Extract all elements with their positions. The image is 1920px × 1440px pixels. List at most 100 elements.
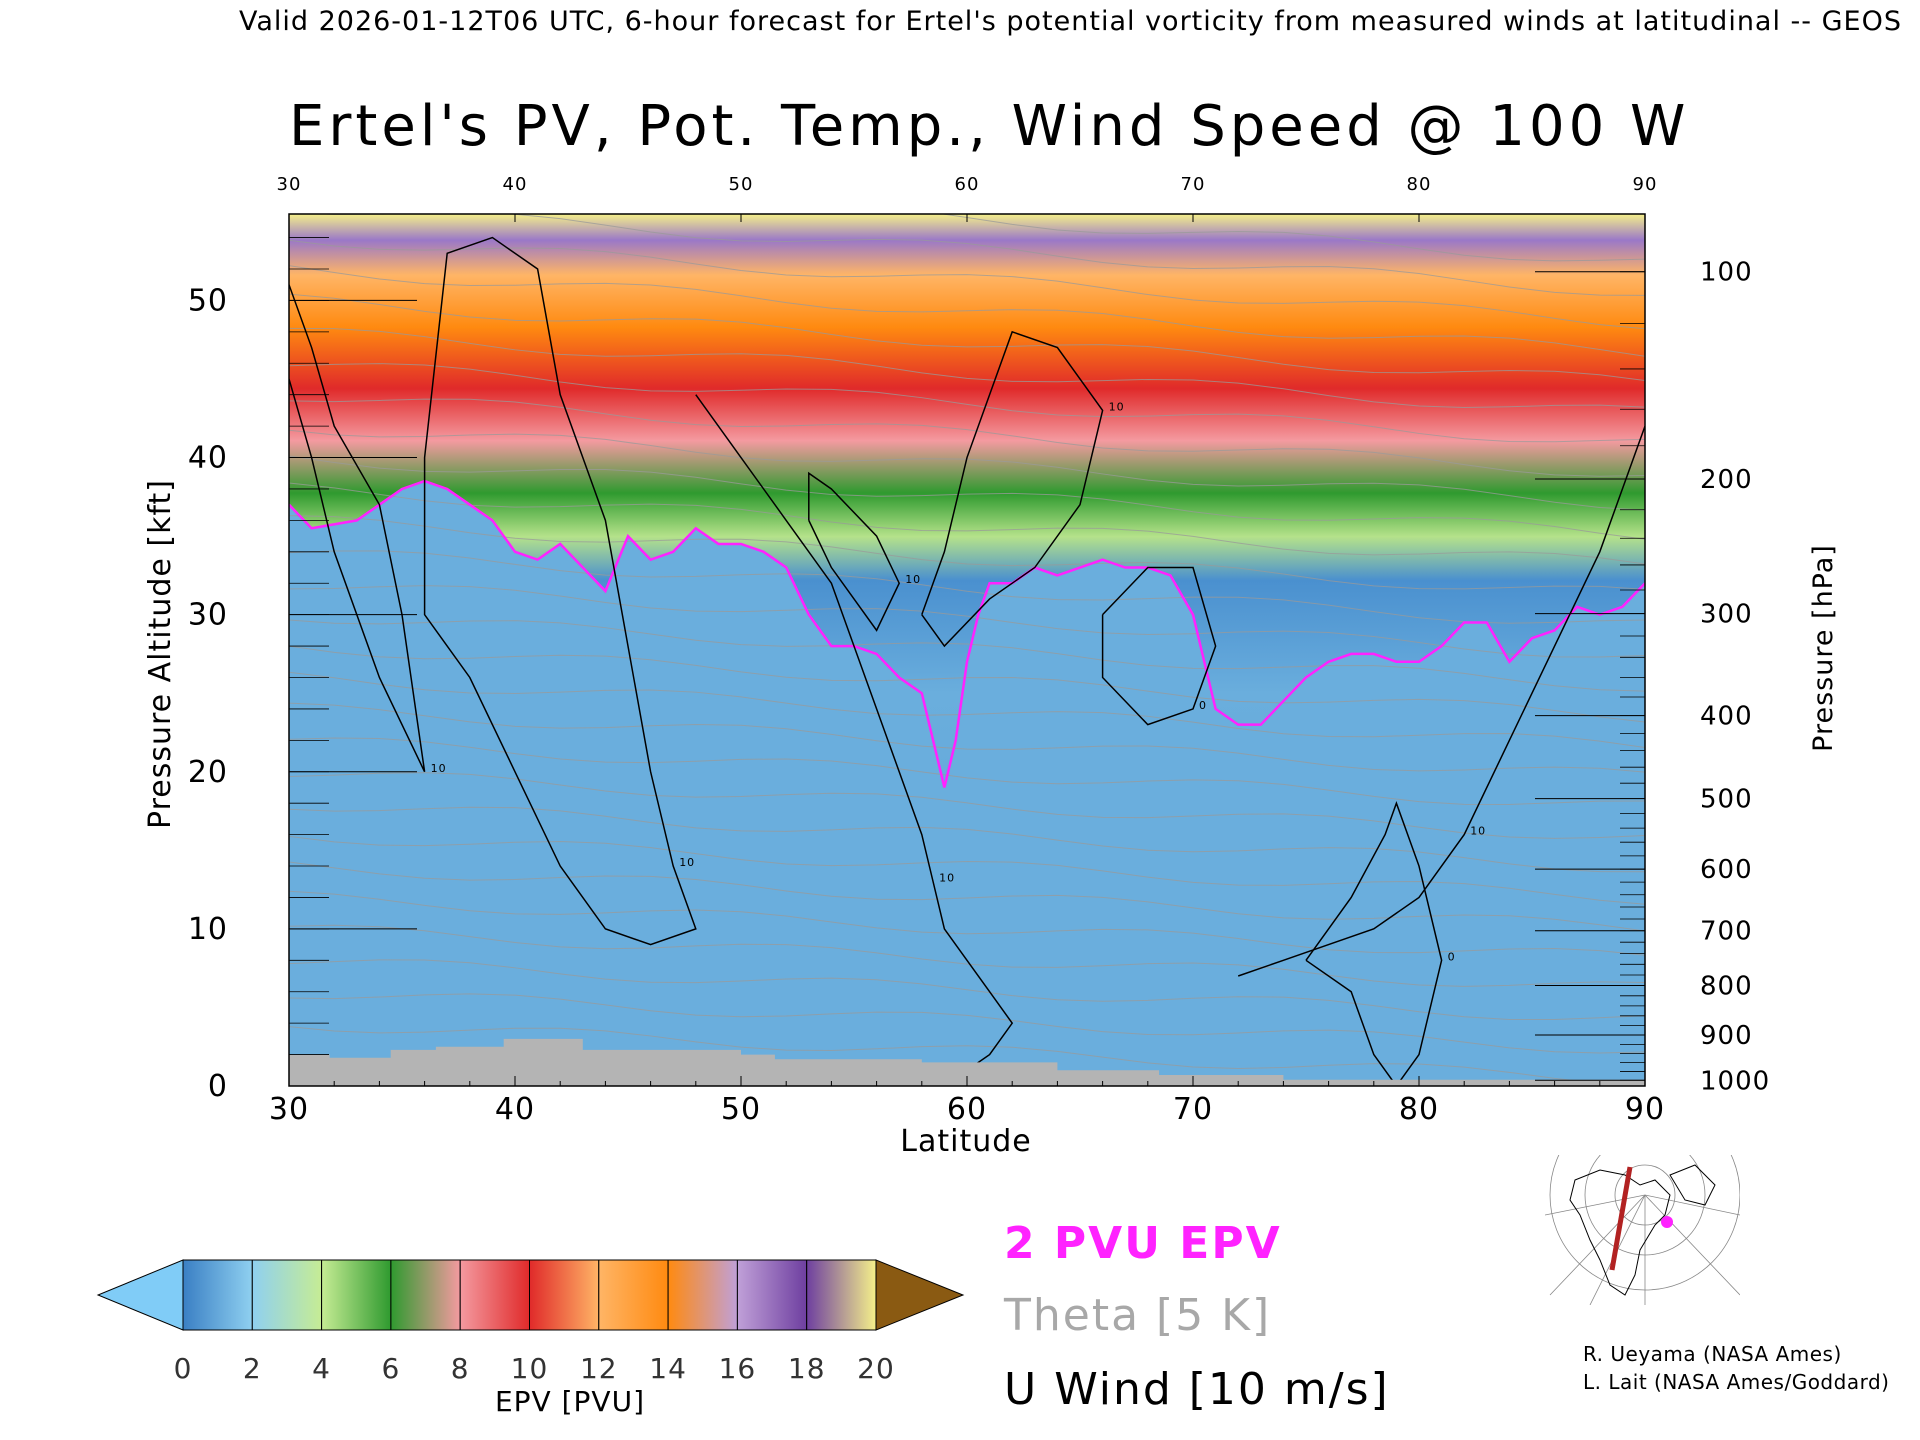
colorbar-tick-label: 14 [649,1352,687,1385]
contour-label: 10 [1109,400,1125,413]
top-tick-label: 50 [729,174,754,195]
colorbar-segment [182,1259,253,1331]
contour-label: 10 [679,856,695,869]
contour-label: 10 [939,872,955,885]
colorbar-under-arrow [96,1259,184,1331]
theta-line [289,265,1645,357]
colorbar-segment [321,1259,392,1331]
plot-area: 10 10 10 10 10 0 10 0 [289,214,1645,1086]
theta-contours [289,214,1645,1086]
pressure-tick-label: 900 [1700,1021,1753,1051]
u-wind-contours: 10 10 10 10 10 0 10 0 [289,236,1645,1086]
credit-line-1: R. Ueyama (NASA Ames) [1583,1342,1842,1366]
theta-line [289,293,1645,382]
theta-line [289,363,1645,443]
pv-2pvu-contour [289,479,1645,788]
contour-label: 10 [1470,825,1486,838]
x-tick-label: 90 [1625,1092,1665,1127]
y-tick-label: 50 [188,283,228,318]
y-axis: 0 10 20 30 40 50 [188,237,417,1104]
colorbar-tick-label: 16 [719,1352,757,1385]
colorbar-tick-label: 20 [857,1352,895,1385]
colorbar-segment [736,1259,808,1331]
theta-line [289,924,1645,987]
colorbar-segment [598,1259,669,1331]
x-tick-label: 80 [1399,1092,1439,1127]
contour-label: 0 [1199,699,1207,712]
colorbar-over-arrow [875,1259,965,1331]
x-tick-label: 70 [1173,1092,1213,1127]
theta-line [289,239,1645,330]
theta-line [289,772,1645,839]
theta-line [289,890,1645,956]
colorbar-tick-label: 18 [788,1352,826,1385]
theta-line [289,585,1645,658]
transect-line [1609,1166,1633,1271]
pressure-tick-label: 500 [1700,785,1753,815]
u-wind-contour [423,236,697,946]
contour-label: 10 [905,573,921,586]
pressure-tick-label: 800 [1700,972,1753,1002]
top-tick-label: 80 [1407,174,1432,195]
forecast-caption: Valid 2026-01-12T06 UTC, 6-hour forecast… [238,6,1902,37]
u-wind-contour [1237,425,1645,977]
chart-title: Ertel's PV, Pot. Temp., Wind Speed @ 100… [289,94,1690,159]
top-tick-label: 90 [1633,174,1658,195]
colorbar-segment [459,1259,531,1331]
colorbar-tick-label: 2 [243,1352,262,1385]
x-tick-label: 50 [721,1092,761,1127]
theta-line [289,861,1645,932]
u-wind-contour [808,471,901,632]
credit-line-2: L. Lait (NASA Ames/Goddard) [1583,1370,1890,1394]
top-tick-label: 40 [503,174,528,195]
y-tick-label: 0 [208,1069,228,1104]
legend-epv: 2 PVU EPV [1004,1218,1282,1269]
x-tick-label: 30 [269,1092,309,1127]
theta-line [289,455,1645,540]
theta-line [289,702,1645,773]
x-axis: 30 40 50 60 70 80 90 [269,1076,1665,1127]
theta-line [289,327,1645,408]
colorbar-tick-label: 4 [312,1352,331,1385]
top-axis: 30 40 50 60 70 80 90 [277,174,1658,222]
theta-line [289,398,1645,477]
colorbar-label: EPV [PVU] [494,1385,645,1418]
theta-line [289,515,1645,590]
pressure-tick-label: 200 [1700,465,1753,495]
pressure-tick-label: 400 [1700,702,1753,732]
pressure-axis-title: Pressure [hPa] [1808,544,1839,752]
legend-wind: U Wind [10 m/s] [1004,1364,1390,1415]
top-tick-label: 30 [277,174,302,195]
contour-label: 10 [431,762,447,775]
colorbar-segment [667,1259,738,1331]
colorbar-segment [529,1259,600,1331]
theta-line [289,482,1645,565]
pressure-tick-label: 1000 [1700,1066,1770,1096]
theta-line [289,550,1645,624]
surface-topography [289,1038,1645,1086]
theta-line [289,959,1645,1020]
pressure-tick-label: 100 [1700,258,1753,288]
u-wind-contour [1101,566,1217,726]
top-tick-label: 60 [955,174,980,195]
theta-line [289,645,1645,723]
y-tick-label: 40 [188,441,228,476]
colorbar-tick-label: 6 [381,1352,400,1385]
x-axis-title: Latitude [900,1124,1032,1159]
theta-line [289,671,1645,748]
legend-theta: Theta [5 K] [1004,1290,1272,1341]
pressure-tick-label: 600 [1700,855,1753,885]
pressure-tick-label: 700 [1700,917,1753,947]
troposphere-fill [289,481,1645,1086]
theta-line [289,993,1645,1054]
colorbar-tick-label: 0 [174,1352,193,1385]
y-tick-label: 10 [188,912,228,947]
y-tick-label: 30 [188,598,228,633]
colorbar: 0 2 4 6 8 10 12 14 16 18 20 [96,1259,965,1385]
colorbar-segment [251,1259,323,1331]
top-tick-label: 70 [1181,174,1206,195]
theta-line [289,806,1645,873]
theta-line [289,1026,1645,1086]
contour-label: 0 [1448,950,1456,963]
